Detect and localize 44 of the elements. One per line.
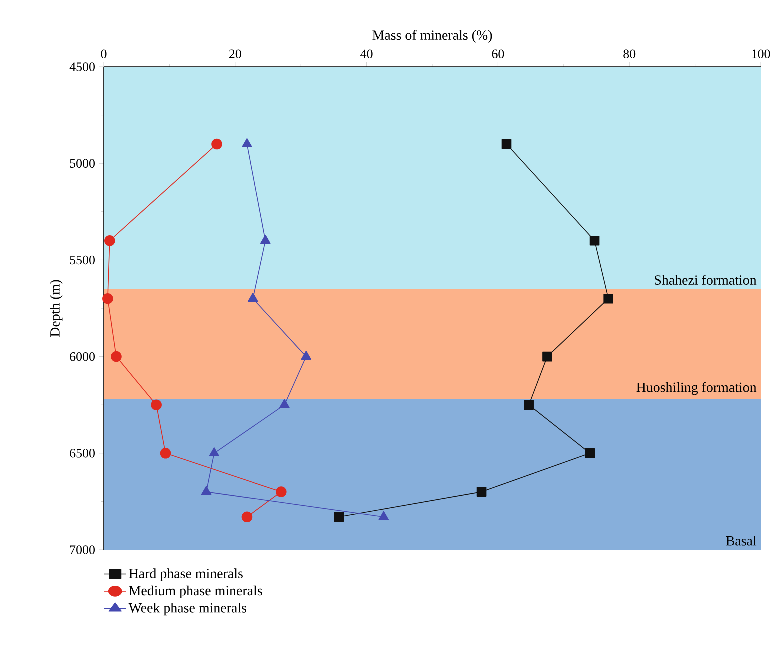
- point: [378, 511, 390, 520]
- point: [585, 448, 596, 458]
- point: [242, 512, 253, 523]
- point: [104, 235, 116, 246]
- point: [102, 293, 114, 304]
- point: [111, 351, 122, 362]
- band-label: Shahezi formation: [655, 275, 757, 285]
- point: [524, 400, 534, 410]
- x-tick-label: 80: [624, 50, 636, 58]
- y-tick-label: 5000: [70, 159, 95, 168]
- point: [212, 138, 222, 150]
- point: [301, 350, 312, 360]
- point: [280, 399, 290, 408]
- point: [502, 139, 512, 150]
- y-tick-label: 6500: [70, 449, 95, 458]
- point: [334, 512, 344, 522]
- point: [590, 236, 600, 246]
- x-tick-label: 100: [752, 50, 770, 58]
- point: [248, 292, 258, 302]
- point: [476, 487, 487, 497]
- x-tick-label: 40: [360, 50, 373, 58]
- point: [260, 234, 271, 244]
- legend-label: Hard phase minerals: [129, 568, 243, 582]
- y-tick-label: 4500: [70, 62, 95, 72]
- point: [160, 448, 172, 459]
- point: [201, 486, 212, 496]
- point: [542, 352, 552, 362]
- point: [604, 294, 614, 304]
- x-tick-label: 20: [229, 50, 242, 58]
- legend-label: Week phase minerals: [128, 602, 246, 616]
- band-label: Huoshiling formation: [636, 382, 757, 396]
- band-label: Basal: [726, 536, 757, 546]
- x-axis-title: Mass of minerals (%): [372, 30, 492, 43]
- point: [151, 400, 162, 411]
- x-tick-label: 0: [101, 50, 107, 58]
- y-axis-title: Depth (m): [50, 280, 63, 337]
- point: [209, 448, 220, 457]
- x-tick-label: 60: [492, 50, 504, 58]
- y-tick-label: 5500: [70, 256, 95, 265]
- y-tick-label: 7000: [70, 546, 95, 554]
- legend-label: Medium phase minerals: [129, 586, 262, 598]
- y-tick-label: 6000: [70, 352, 95, 362]
- point: [276, 486, 287, 498]
- point: [242, 138, 252, 148]
